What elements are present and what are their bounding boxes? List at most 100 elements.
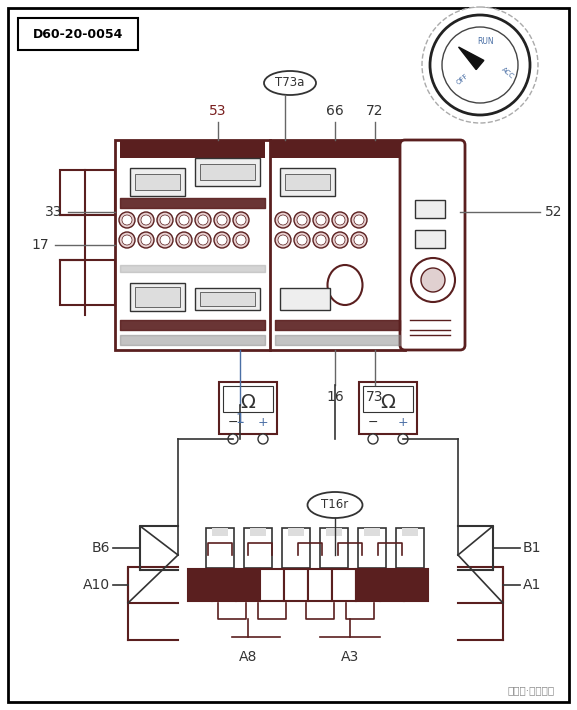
Circle shape xyxy=(198,235,208,245)
Circle shape xyxy=(275,212,291,228)
Bar xyxy=(363,386,413,412)
Bar xyxy=(280,288,330,310)
Circle shape xyxy=(217,215,227,225)
Bar xyxy=(219,382,277,434)
Bar xyxy=(308,569,332,601)
Circle shape xyxy=(157,212,173,228)
Circle shape xyxy=(332,232,348,248)
Ellipse shape xyxy=(264,71,316,95)
Circle shape xyxy=(258,434,268,444)
Circle shape xyxy=(278,235,288,245)
Text: B6: B6 xyxy=(92,541,110,555)
Circle shape xyxy=(141,235,151,245)
Circle shape xyxy=(214,212,230,228)
Bar xyxy=(356,569,380,601)
Circle shape xyxy=(179,215,189,225)
Text: 1: 1 xyxy=(235,412,245,426)
FancyBboxPatch shape xyxy=(400,140,465,350)
Bar xyxy=(212,569,236,601)
Text: T73a: T73a xyxy=(275,77,305,89)
Circle shape xyxy=(236,215,246,225)
Circle shape xyxy=(354,215,364,225)
Text: B1: B1 xyxy=(523,541,541,555)
Circle shape xyxy=(138,232,154,248)
Circle shape xyxy=(313,212,329,228)
Text: 17: 17 xyxy=(31,238,49,252)
Circle shape xyxy=(157,232,173,248)
Bar xyxy=(288,528,304,536)
Circle shape xyxy=(442,27,518,103)
Circle shape xyxy=(430,15,530,115)
Circle shape xyxy=(398,434,408,444)
Bar xyxy=(380,569,404,601)
Circle shape xyxy=(236,235,246,245)
Circle shape xyxy=(368,434,378,444)
Circle shape xyxy=(233,212,249,228)
Circle shape xyxy=(297,215,307,225)
Bar xyxy=(280,168,335,196)
Circle shape xyxy=(160,235,170,245)
Text: A8: A8 xyxy=(239,650,257,664)
Circle shape xyxy=(313,232,329,248)
Circle shape xyxy=(214,232,230,248)
Ellipse shape xyxy=(308,492,362,518)
Bar xyxy=(60,260,115,305)
Text: Ω: Ω xyxy=(241,393,256,412)
Text: A3: A3 xyxy=(341,650,359,664)
Circle shape xyxy=(332,212,348,228)
Bar xyxy=(320,528,348,568)
Circle shape xyxy=(294,232,310,248)
Circle shape xyxy=(119,212,135,228)
Bar xyxy=(200,292,255,306)
Text: 72: 72 xyxy=(366,104,384,118)
Circle shape xyxy=(198,215,208,225)
Bar xyxy=(284,569,308,601)
Bar xyxy=(332,569,356,601)
Polygon shape xyxy=(459,47,484,70)
Circle shape xyxy=(335,215,345,225)
Bar xyxy=(358,528,386,568)
Bar xyxy=(195,158,260,186)
Bar xyxy=(404,569,428,601)
Bar xyxy=(260,569,284,601)
Circle shape xyxy=(316,215,326,225)
Text: 53: 53 xyxy=(209,104,227,118)
Text: OFF: OFF xyxy=(455,72,469,86)
Bar xyxy=(396,528,424,568)
Text: T16r: T16r xyxy=(321,498,349,511)
Circle shape xyxy=(176,232,192,248)
Circle shape xyxy=(119,232,135,248)
Text: 33: 33 xyxy=(44,205,62,219)
Text: 16: 16 xyxy=(326,390,344,404)
Text: +: + xyxy=(398,415,409,429)
Circle shape xyxy=(411,258,455,302)
Text: +: + xyxy=(258,415,268,429)
Bar xyxy=(60,170,115,215)
Bar xyxy=(200,164,255,180)
Circle shape xyxy=(275,232,291,248)
Circle shape xyxy=(294,212,310,228)
Circle shape xyxy=(335,235,345,245)
Circle shape xyxy=(122,235,132,245)
Text: D60-20-0054: D60-20-0054 xyxy=(33,28,123,40)
Bar xyxy=(135,174,180,190)
Bar xyxy=(206,528,234,568)
Circle shape xyxy=(217,235,227,245)
Bar xyxy=(402,528,418,536)
Bar xyxy=(130,168,185,196)
Bar xyxy=(18,18,138,50)
Circle shape xyxy=(138,212,154,228)
Bar xyxy=(120,140,265,158)
Bar xyxy=(244,528,272,568)
Bar xyxy=(285,174,330,190)
Circle shape xyxy=(228,434,238,444)
Bar xyxy=(188,569,212,601)
Bar xyxy=(270,140,400,158)
Text: −: − xyxy=(228,415,238,429)
Circle shape xyxy=(354,235,364,245)
Text: 中华网·汽车频道: 中华网·汽车频道 xyxy=(508,685,555,695)
Circle shape xyxy=(297,235,307,245)
Circle shape xyxy=(141,215,151,225)
Circle shape xyxy=(351,212,367,228)
Bar xyxy=(212,528,228,536)
